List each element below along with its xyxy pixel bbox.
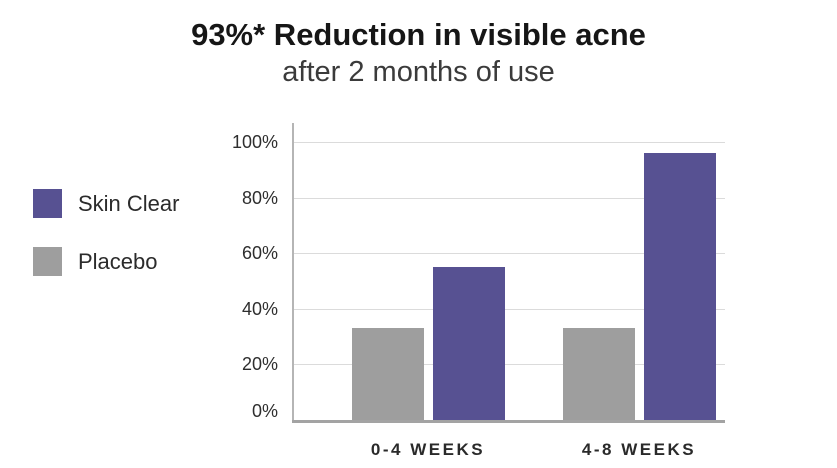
x-axis-line	[292, 420, 725, 423]
gridline-40	[294, 308, 725, 310]
gridline-100	[294, 142, 725, 143]
bar-placebo-0-4-weeks	[351, 328, 424, 420]
y-tick-label-80: 80%	[241, 187, 278, 208]
legend-label-skin-clear: Skin Clear	[78, 190, 180, 216]
legend-label-placebo: Placebo	[78, 248, 158, 274]
y-tick-label-20: 20%	[241, 354, 278, 375]
y-axis-line	[292, 123, 294, 422]
gridline-80	[294, 197, 725, 199]
legend-item-placebo: Placebo	[33, 247, 179, 276]
legend-item-skin-clear: Skin Clear	[33, 189, 179, 218]
title-block: 93%* Reduction in visible acne after 2 m…	[0, 16, 837, 90]
x-label-0-4-weeks: 0-4 WEEKS	[370, 440, 486, 459]
bar-skin-clear-0-4-weeks	[432, 267, 505, 420]
y-tick-label-60: 60%	[241, 243, 278, 264]
chart-title: 93%* Reduction in visible acne	[191, 17, 646, 52]
y-tick-label-40: 40%	[241, 298, 278, 319]
bar-placebo-4-8-weeks	[562, 328, 635, 420]
gridline-20	[294, 364, 725, 366]
x-label-4-8-weeks: 4-8 WEEKS	[581, 440, 697, 459]
legend: Skin Clear Placebo	[33, 189, 179, 305]
skin-clear-swatch-icon	[33, 189, 62, 218]
y-tick-label-0: 0%	[251, 401, 278, 421]
chart-subtitle: after 2 months of use	[282, 56, 555, 88]
y-tick-label-100: 100%	[231, 132, 278, 152]
placebo-swatch-icon	[33, 247, 62, 276]
plot-area: 0% 20% 40% 60% 80% 100% 0-4 WEEKS 4-8 WEEKS	[232, 123, 725, 459]
gridline-60	[294, 253, 725, 255]
bar-skin-clear-4-8-weeks	[643, 153, 716, 420]
